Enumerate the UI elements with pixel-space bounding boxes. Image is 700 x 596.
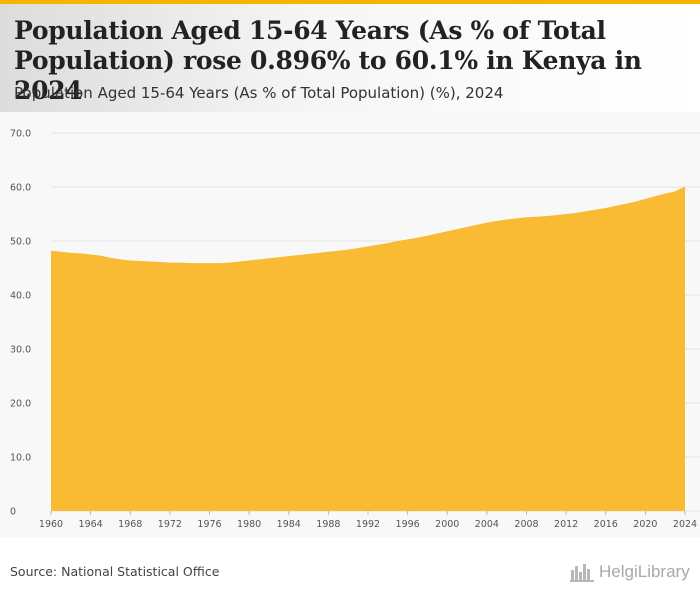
x-tick-label: 1996 bbox=[396, 519, 420, 530]
x-tick-label: 2012 bbox=[554, 519, 578, 530]
y-tick-label: 40.0 bbox=[10, 291, 31, 302]
y-tick-label: 10.0 bbox=[10, 453, 31, 464]
y-tick-label: 60.0 bbox=[10, 183, 31, 194]
x-tick-label: 2024 bbox=[673, 519, 697, 530]
x-tick-label: 2004 bbox=[475, 519, 499, 530]
source-note: Source: National Statistical Office bbox=[10, 564, 220, 579]
logo-text: HelgiLibrary bbox=[599, 562, 690, 581]
x-tick-label: 1988 bbox=[316, 519, 340, 530]
y-tick-label: 70.0 bbox=[10, 129, 31, 140]
y-tick-label: 0 bbox=[10, 507, 16, 518]
x-tick-label: 2020 bbox=[633, 519, 657, 530]
chart-title: Population Aged 15-64 Years (As % of Tot… bbox=[14, 16, 642, 105]
x-tick-label: 2000 bbox=[435, 519, 459, 530]
y-tick-label: 30.0 bbox=[10, 345, 31, 356]
chart-header: Population Aged 15-64 Years (As % of Tot… bbox=[0, 4, 700, 112]
x-axis: 1960 1964 1968 1972 1976 1980 1984 1988 1992 1996… bbox=[39, 511, 697, 530]
city-skyline-icon bbox=[570, 564, 594, 582]
x-tick-label: 1964 bbox=[79, 519, 103, 530]
x-tick-label: 2016 bbox=[594, 519, 618, 530]
area-series bbox=[51, 186, 685, 511]
x-tick-label: 1960 bbox=[39, 519, 63, 530]
x-tick-label: 1972 bbox=[158, 519, 182, 530]
accent-bar bbox=[0, 0, 700, 4]
helgi-library-logo[interactable]: HelgiLibrary bbox=[570, 560, 694, 584]
chart-subtitle: Population Aged 15-64 Years (As % of Tot… bbox=[14, 84, 504, 102]
y-tick-label: 20.0 bbox=[10, 399, 31, 410]
x-tick-label: 1984 bbox=[277, 519, 301, 530]
x-tick-label: 1968 bbox=[118, 519, 142, 530]
area-chart: 010.020.030.040.050.060.070.0 1960 1964 19… bbox=[10, 129, 700, 530]
y-axis: 0 10.0 20.0 30.0 40.0 50.0 60.0 70.0 bbox=[10, 129, 31, 518]
x-tick-label: 1976 bbox=[197, 519, 221, 530]
y-tick-label: 50.0 bbox=[10, 237, 31, 248]
x-tick-label: 2008 bbox=[514, 519, 538, 530]
x-tick-label: 1992 bbox=[356, 519, 380, 530]
x-tick-label: 1980 bbox=[237, 519, 261, 530]
